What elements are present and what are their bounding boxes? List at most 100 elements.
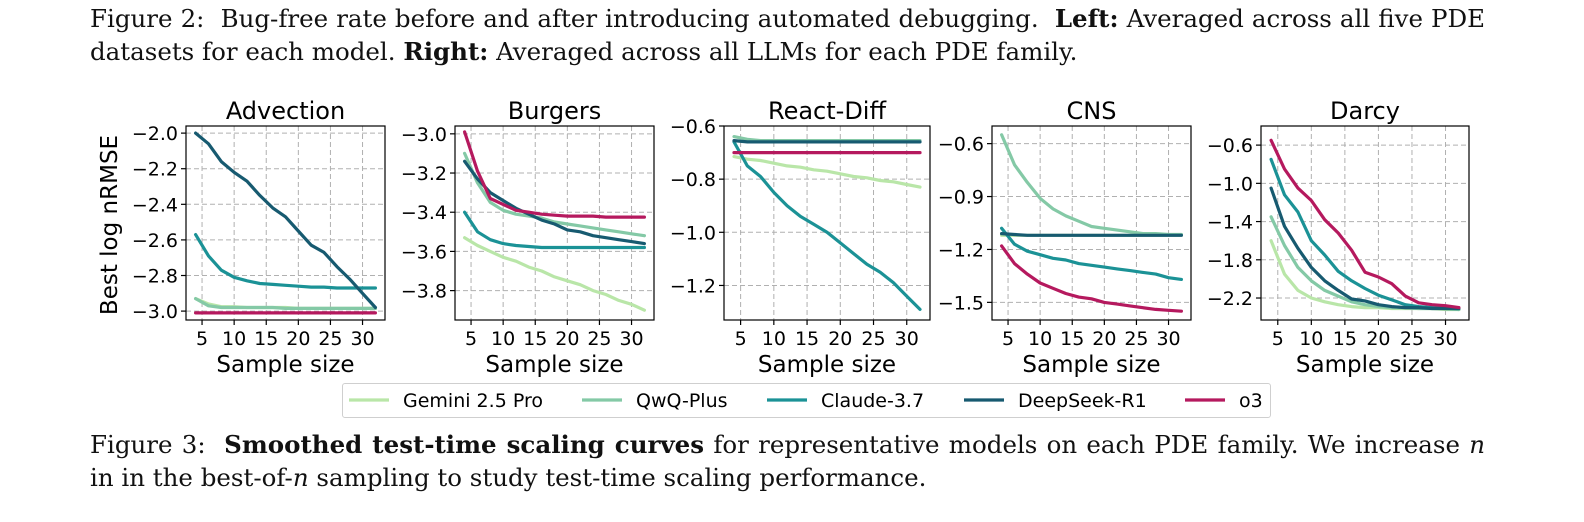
- figure-3-label: Figure 3:: [90, 430, 206, 459]
- x-tick-label: 10: [222, 328, 246, 350]
- y-tick-label: −2.8: [132, 266, 178, 288]
- x-tick-label: 5: [1002, 328, 1014, 350]
- figure-3-bold: Smoothed test-time scaling curves: [224, 430, 705, 459]
- series-line-deepseek-r1: [1269, 186, 1461, 311]
- y-tick-label: −3.0: [401, 124, 447, 146]
- x-tick-label: 10: [491, 328, 515, 350]
- panel-title: Burgers: [508, 97, 602, 125]
- series-line-claude-3-7: [999, 226, 1184, 281]
- figure-3-text-3: sampling to study test-time scaling perf…: [316, 463, 927, 492]
- panel-title: Darcy: [1330, 97, 1400, 125]
- y-tick-label: −3.4: [401, 202, 447, 224]
- series-line-claude-3-7: [732, 140, 922, 311]
- legend-label: DeepSeek-R1: [1018, 390, 1147, 412]
- x-tick-label: 5: [465, 328, 477, 350]
- y-tick-label: −2.6: [132, 230, 178, 252]
- legend: [342, 383, 1271, 418]
- x-tick-label: 30: [895, 328, 919, 350]
- x-tick-label: 10: [1028, 328, 1052, 350]
- series-line-deepseek-r1: [463, 159, 647, 246]
- series-line-o3: [999, 244, 1184, 313]
- x-tick-label: 5: [196, 328, 208, 350]
- y-tick-label: −1.2: [670, 275, 716, 297]
- x-axis-label: Sample size: [1022, 352, 1160, 378]
- x-tick-label: 20: [1366, 328, 1390, 350]
- panel-burgers: 5 10 15 20 25 30 −3.0 −3.2 −3.4 −3.6 −3.8 Burgers Sa…: [401, 97, 655, 378]
- y-tick-label: −0.8: [670, 169, 716, 191]
- legend-item-claude-3-7: Claude-3.7: [767, 390, 924, 412]
- series-line-qwq-plus: [194, 297, 377, 310]
- left-label: Left:: [1054, 4, 1119, 33]
- y-tick-label: −0.6: [670, 116, 716, 138]
- y-tick-label: −3.6: [401, 241, 447, 263]
- plot-frame: [991, 125, 1192, 321]
- legend-item-gemini-2-5-pro: Gemini 2.5 Pro: [349, 390, 543, 412]
- series-line-deepseek-r1: [732, 139, 922, 144]
- y-tick-label: −3.2: [401, 163, 447, 185]
- plot-frame: [454, 125, 655, 321]
- y-tick-label: −1.0: [1207, 173, 1253, 195]
- y-tick-label: −1.4: [1207, 212, 1253, 234]
- series-line-deepseek-r1: [999, 232, 1184, 237]
- y-tick-label: −1.2: [938, 239, 984, 261]
- x-tick-label: 30: [619, 328, 643, 350]
- panel-title: CNS: [1067, 97, 1117, 125]
- x-tick-label: 15: [1333, 328, 1357, 350]
- legend-label: QwQ-Plus: [636, 390, 728, 412]
- series-line-qwq-plus: [463, 151, 647, 238]
- panel-cns: 5 10 15 20 25 30 −0.6 −0.9 −1.2 −1.5 CNS Sample siz…: [938, 97, 1192, 378]
- x-tick-label: 25: [1400, 328, 1424, 350]
- figure-3-text-1: for representative models on each PDE fa…: [713, 430, 1460, 459]
- series-line-qwq-plus: [1269, 215, 1461, 312]
- y-tick-label: −1.5: [938, 292, 984, 314]
- x-tick-label: 10: [1299, 328, 1323, 350]
- legend-item-o3: o3: [1185, 390, 1263, 412]
- x-tick-label: 15: [254, 328, 278, 350]
- legend-label: Claude-3.7: [821, 390, 924, 412]
- figure-3-text-2: in the best-of-: [121, 463, 293, 492]
- y-tick-label: −3.0: [132, 301, 178, 323]
- x-tick-label: 20: [828, 328, 852, 350]
- legend-item-deepseek-r1: DeepSeek-R1: [964, 390, 1147, 412]
- y-tick-label: −1.0: [670, 222, 716, 244]
- y-tick-label: −1.8: [1207, 250, 1253, 272]
- y-tick-label: −0.6: [938, 134, 984, 156]
- left-text: Averaged across all five PDE datasets fo…: [90, 4, 1486, 66]
- y-tick-label: −2.2: [132, 159, 178, 181]
- plot-frame: [723, 125, 931, 321]
- panel-title: Advection: [226, 97, 345, 125]
- x-tick-label: 10: [762, 328, 786, 350]
- right-label: Right:: [403, 37, 489, 66]
- series-line-gemini-2-5-pro: [732, 155, 922, 189]
- panel-title: React-Diff: [768, 97, 886, 125]
- x-tick-label: 20: [1092, 328, 1116, 350]
- panel-advection: 5 10 15 20 25 30 −2.0 −2.2 −2.4 −2.6 −2.8 −3.0 Advec…: [97, 97, 386, 378]
- series-line-qwq-plus: [999, 133, 1184, 237]
- figure-3-n2: n: [292, 463, 309, 492]
- series-line-o3: [463, 130, 647, 219]
- x-tick-label: 15: [523, 328, 547, 350]
- series-line-claude-3-7: [463, 210, 647, 250]
- x-tick-label: 20: [555, 328, 579, 350]
- x-axis-label: Sample size: [485, 352, 623, 378]
- series-line-deepseek-r1: [194, 131, 377, 310]
- x-tick-label: 25: [1124, 328, 1148, 350]
- right-text: Averaged across all LLMs for each PDE fa…: [496, 37, 1078, 66]
- x-tick-label: 5: [735, 328, 747, 350]
- legend-item-qwq-plus: QwQ-Plus: [582, 390, 728, 412]
- y-tick-label: −0.6: [1207, 135, 1253, 157]
- legend-label: Gemini 2.5 Pro: [403, 390, 543, 412]
- figure-2-label: Figure 2:: [90, 4, 205, 33]
- y-tick-label: −3.8: [401, 281, 447, 303]
- x-tick-label: 5: [1272, 328, 1284, 350]
- x-axis-label: Sample size: [1296, 352, 1434, 378]
- x-tick-label: 15: [795, 328, 819, 350]
- x-axis-label: Sample size: [216, 352, 354, 378]
- plot-frame: [185, 125, 386, 321]
- series-line-claude-3-7: [1269, 157, 1461, 311]
- x-tick-label: 25: [318, 328, 342, 350]
- y-axis-label: Best log nRMSE: [97, 135, 123, 315]
- x-tick-label: 25: [861, 328, 885, 350]
- figure-3-caption: Figure 3: Smoothed test-time scaling cur…: [90, 430, 1486, 492]
- legend-label: o3: [1239, 390, 1263, 412]
